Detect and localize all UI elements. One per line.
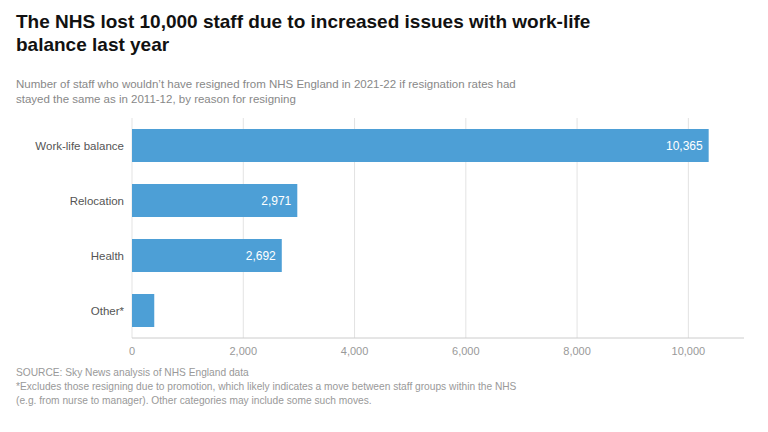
category-label: Work-life balance [35, 140, 124, 152]
data-label: 2,692 [246, 249, 276, 263]
source-note: SOURCE: Sky News analysis of NHS England… [16, 367, 517, 406]
source-note-line: *Excludes those resigning due to promoti… [16, 381, 517, 392]
category-label: Relocation [70, 195, 124, 207]
source-note-line: (e.g. from nurse to manager). Other cate… [16, 395, 372, 406]
bar [132, 184, 297, 217]
title: The NHS lost 10,000 staff due to increas… [16, 11, 590, 55]
data-label: 10,365 [666, 139, 703, 153]
bar [132, 239, 282, 272]
tick-label: 8,000 [563, 345, 591, 357]
title-line: The NHS lost 10,000 staff due to increas… [16, 11, 590, 32]
bar [132, 294, 154, 327]
category-label: Health [91, 250, 124, 262]
source-note-line: SOURCE: Sky News analysis of NHS England… [16, 367, 249, 378]
bar [132, 129, 709, 162]
subtitle-line: stayed the same as in 2011-12, by reason… [16, 93, 296, 105]
tick-label: 2,000 [230, 345, 258, 357]
tick-label: 10,000 [672, 345, 706, 357]
subtitle-line: Number of staff who wouldn’t have resign… [16, 78, 516, 90]
tick-label: 4,000 [341, 345, 369, 357]
data-label: 2,971 [261, 194, 291, 208]
tick-label: 0 [129, 345, 135, 357]
category-label: Other* [91, 305, 125, 317]
chart: The NHS lost 10,000 staff due to increas… [0, 0, 768, 432]
axis-line [132, 338, 744, 339]
bars [132, 129, 709, 327]
title-line: balance last year [16, 34, 170, 55]
tick-label: 6,000 [452, 345, 480, 357]
subtitle: Number of staff who wouldn’t have resign… [16, 78, 516, 105]
